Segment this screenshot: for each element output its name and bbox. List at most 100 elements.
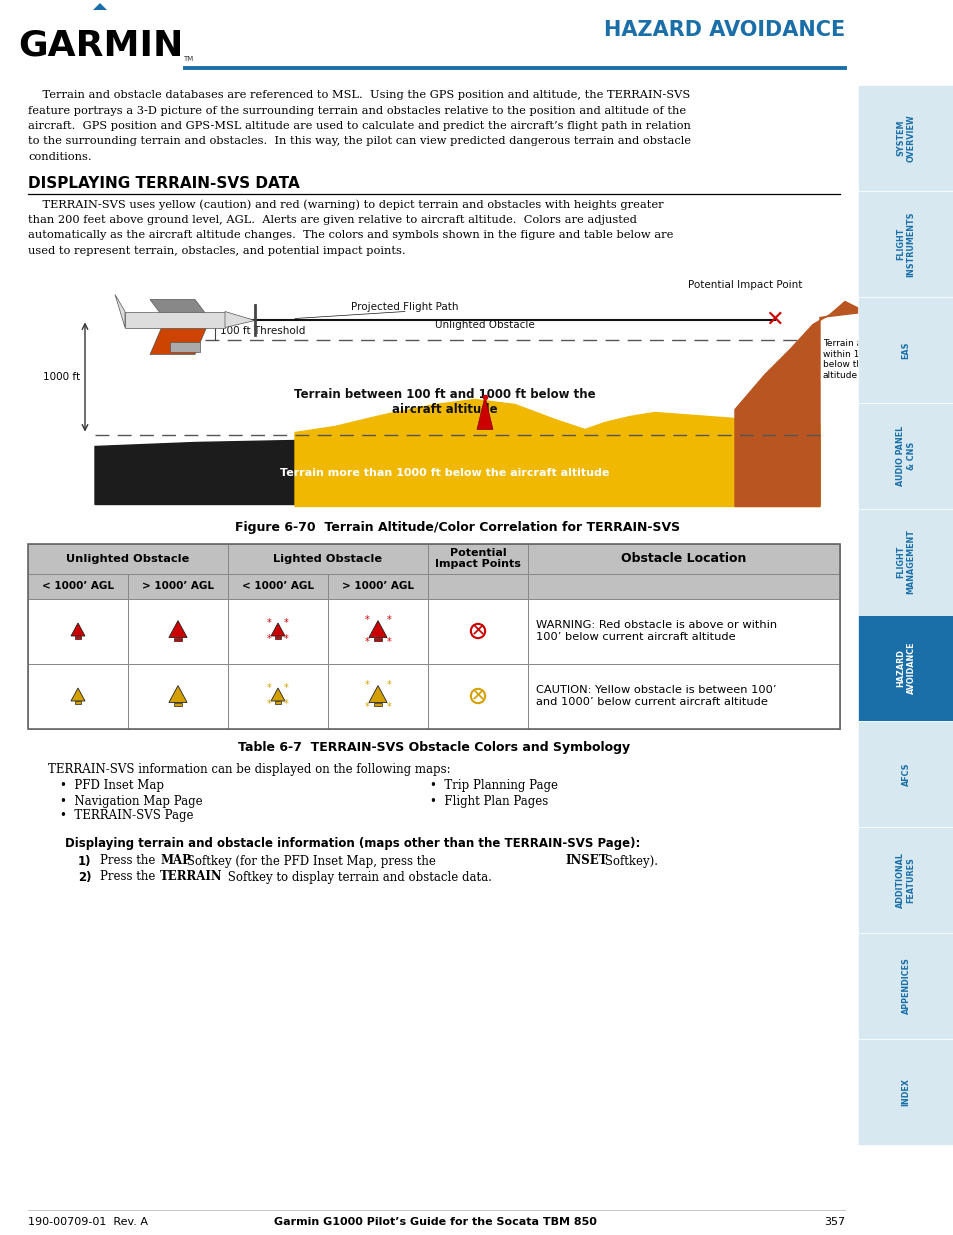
Text: SYSTEM
OVERVIEW: SYSTEM OVERVIEW [896, 114, 915, 162]
Text: WARNING: Red obstacle is above or within
100’ below current aircraft altitude: WARNING: Red obstacle is above or within… [536, 620, 777, 642]
Bar [170, 342, 200, 352]
Text: *: * [267, 683, 272, 693]
Text: *: * [364, 615, 369, 625]
Text: •  Navigation Map Page: • Navigation Map Page [60, 794, 202, 808]
Text: MAP: MAP [160, 855, 191, 867]
Text: > 1000’ AGL: > 1000’ AGL [341, 580, 414, 592]
Text: *: * [267, 618, 272, 627]
Bar [428, 573, 527, 599]
Polygon shape [169, 685, 187, 703]
Text: Unlighted Obstacle: Unlighted Obstacle [435, 320, 535, 330]
Bar [173, 637, 182, 641]
Polygon shape [734, 301, 869, 506]
Bar [228, 573, 328, 599]
Bar [228, 663, 328, 729]
Text: Obstacle Location: Obstacle Location [620, 552, 746, 564]
Polygon shape [476, 396, 493, 430]
Bar [374, 703, 381, 706]
Text: Press the: Press the [100, 855, 159, 867]
Text: to the surrounding terrain and obstacles.  In this way, the pilot can view predi: to the surrounding terrain and obstacles… [28, 137, 690, 147]
Bar [28, 599, 128, 663]
Text: Unlighted Obstacle: Unlighted Obstacle [67, 553, 190, 563]
Text: aircraft.  GPS position and GPS-MSL altitude are used to calculate and predict t: aircraft. GPS position and GPS-MSL altit… [28, 121, 690, 131]
Text: > 1000’ AGL: > 1000’ AGL [142, 580, 213, 592]
Text: *: * [267, 699, 272, 709]
Polygon shape [294, 399, 820, 506]
Text: 190-00709-01  Rev. A: 190-00709-01 Rev. A [28, 1216, 148, 1228]
Text: HAZARD
AVOIDANCE: HAZARD AVOIDANCE [896, 642, 915, 694]
Bar [527, 543, 840, 573]
Text: FLIGHT
MANAGEMENT: FLIGHT MANAGEMENT [896, 530, 915, 594]
Text: AUDIO PANEL
& CNS: AUDIO PANEL & CNS [896, 426, 915, 487]
Text: Projected Flight Path: Projected Flight Path [351, 301, 458, 311]
Bar [857, 403, 953, 509]
Text: Displaying terrain and obstacle information (maps other than the TERRAIN-SVS Pag: Displaying terrain and obstacle informat… [65, 836, 639, 850]
Text: INDEX: INDEX [901, 1078, 909, 1105]
Polygon shape [150, 320, 210, 354]
Text: *: * [284, 618, 289, 627]
Text: INSET: INSET [564, 855, 607, 867]
Text: Terrain and obstacle databases are referenced to MSL.  Using the GPS position an: Terrain and obstacle databases are refer… [28, 90, 690, 100]
Text: Lighted Obstacle: Lighted Obstacle [274, 553, 382, 563]
Text: Softkey (for the PFD Inset Map, press the: Softkey (for the PFD Inset Map, press th… [183, 855, 439, 867]
Text: EAS: EAS [901, 341, 909, 358]
Polygon shape [71, 688, 85, 701]
Text: TERRAIN-SVS uses yellow (caution) and red (warning) to depict terrain and obstac: TERRAIN-SVS uses yellow (caution) and re… [28, 200, 663, 210]
Text: 1): 1) [78, 855, 91, 867]
Bar [28, 543, 840, 729]
Text: *: * [267, 635, 272, 645]
Bar [28, 663, 128, 729]
Text: *: * [386, 637, 391, 647]
Bar [125, 311, 225, 327]
Text: 2): 2) [78, 871, 91, 883]
Text: *: * [364, 680, 369, 690]
Text: DISPLAYING TERRAIN-SVS DATA: DISPLAYING TERRAIN-SVS DATA [28, 175, 299, 190]
Bar [128, 599, 228, 663]
Text: TM: TM [183, 56, 193, 62]
Polygon shape [150, 300, 210, 320]
Bar [527, 663, 840, 729]
Text: Softkey to display terrain and obstacle data.: Softkey to display terrain and obstacle … [224, 871, 492, 883]
Bar [857, 509, 953, 615]
Text: *: * [386, 701, 391, 713]
Text: Terrain between 100 ft and 1000 ft below the
aircraft altitude: Terrain between 100 ft and 1000 ft below… [294, 388, 596, 416]
Bar [128, 663, 228, 729]
Text: Terrain more than 1000 ft below the aircraft altitude: Terrain more than 1000 ft below the airc… [280, 468, 609, 478]
Bar [228, 599, 328, 663]
Bar [75, 701, 81, 704]
Bar [75, 636, 81, 638]
Polygon shape [169, 621, 187, 637]
Polygon shape [369, 685, 387, 703]
Text: TERRAIN: TERRAIN [160, 871, 222, 883]
Text: •  Trip Planning Page: • Trip Planning Page [430, 779, 558, 793]
Text: Terrain above or
within 100 ft
below the aircraft
altitude: Terrain above or within 100 ft below the… [822, 340, 902, 379]
Bar [328, 599, 428, 663]
Polygon shape [71, 622, 85, 636]
Text: < 1000’ AGL: < 1000’ AGL [42, 580, 113, 592]
Bar [95, 264, 820, 505]
Bar [857, 827, 953, 932]
Text: ADDITIONAL
FEATURES: ADDITIONAL FEATURES [896, 852, 915, 908]
Bar [428, 663, 527, 729]
Text: •  Flight Plan Pages: • Flight Plan Pages [430, 794, 548, 808]
Text: HAZARD AVOIDANCE: HAZARD AVOIDANCE [603, 20, 844, 40]
Bar [173, 703, 182, 706]
Text: conditions.: conditions. [28, 152, 91, 162]
Polygon shape [369, 621, 387, 637]
Text: Softkey).: Softkey). [600, 855, 658, 867]
Text: feature portrays a 3-D picture of the surrounding terrain and obstacles relative: feature portrays a 3-D picture of the su… [28, 105, 685, 116]
Polygon shape [271, 622, 285, 636]
Text: TERRAIN-SVS information can be displayed on the following maps:: TERRAIN-SVS information can be displayed… [48, 762, 450, 776]
Text: *: * [386, 680, 391, 690]
Polygon shape [115, 294, 125, 327]
Bar [28, 543, 228, 573]
Text: •  TERRAIN-SVS Page: • TERRAIN-SVS Page [60, 809, 193, 823]
Text: *: * [284, 635, 289, 645]
Text: ✕: ✕ [470, 687, 485, 705]
Text: automatically as the aircraft altitude changes.  The colors and symbols shown in: automatically as the aircraft altitude c… [28, 231, 673, 241]
Bar [228, 543, 428, 573]
Bar [374, 637, 381, 641]
Bar [857, 932, 953, 1039]
Text: *: * [284, 683, 289, 693]
Text: *: * [364, 637, 369, 647]
